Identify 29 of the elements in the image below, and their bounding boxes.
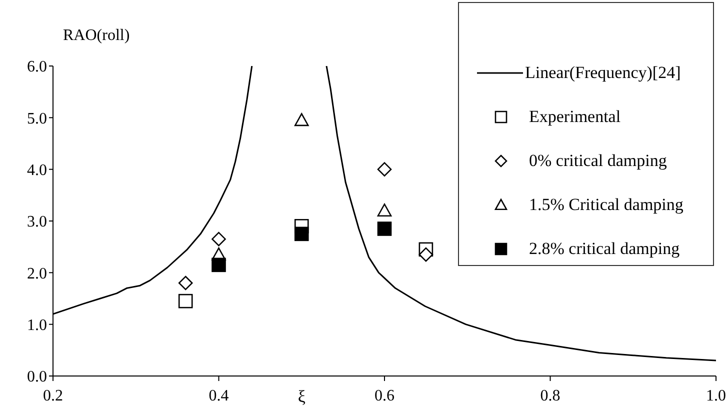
point bbox=[212, 232, 226, 246]
y-tick-label: 1.0 bbox=[27, 317, 47, 334]
y-tick-label: 3.0 bbox=[27, 214, 47, 231]
x-tick-label: 0.4 bbox=[208, 387, 229, 404]
y-tick-label: 4.0 bbox=[27, 162, 47, 180]
y-axis-title: RAO(roll) bbox=[63, 27, 130, 44]
x-tick-label: 0.2 bbox=[43, 387, 63, 404]
y-tick-label: 2.0 bbox=[27, 265, 47, 282]
point bbox=[178, 276, 193, 290]
legend-label: Linear(Frequency)[24] bbox=[525, 63, 681, 83]
point bbox=[377, 222, 392, 236]
legend-label: 2.8% critical damping bbox=[529, 239, 680, 259]
point bbox=[418, 247, 434, 262]
legend-label: 0% critical damping bbox=[529, 151, 667, 171]
x-axis-title: ξ bbox=[298, 387, 306, 406]
y-tick-label: 0.0 bbox=[27, 368, 47, 386]
point bbox=[294, 226, 309, 242]
x-tick-label: 1.0 bbox=[706, 387, 726, 404]
point bbox=[294, 113, 309, 126]
y-tick-label: 5.0 bbox=[27, 110, 47, 128]
x-tick-label: 0.8 bbox=[540, 387, 560, 404]
legend-label: 1.5% Critical damping bbox=[529, 195, 684, 215]
point bbox=[377, 162, 392, 176]
point bbox=[377, 204, 392, 217]
point bbox=[178, 294, 193, 308]
y-tick-label: 6.0 bbox=[27, 58, 47, 76]
x-tick-label: 0.6 bbox=[374, 387, 394, 404]
legend-label: Experimental bbox=[529, 107, 621, 127]
point bbox=[212, 258, 226, 272]
